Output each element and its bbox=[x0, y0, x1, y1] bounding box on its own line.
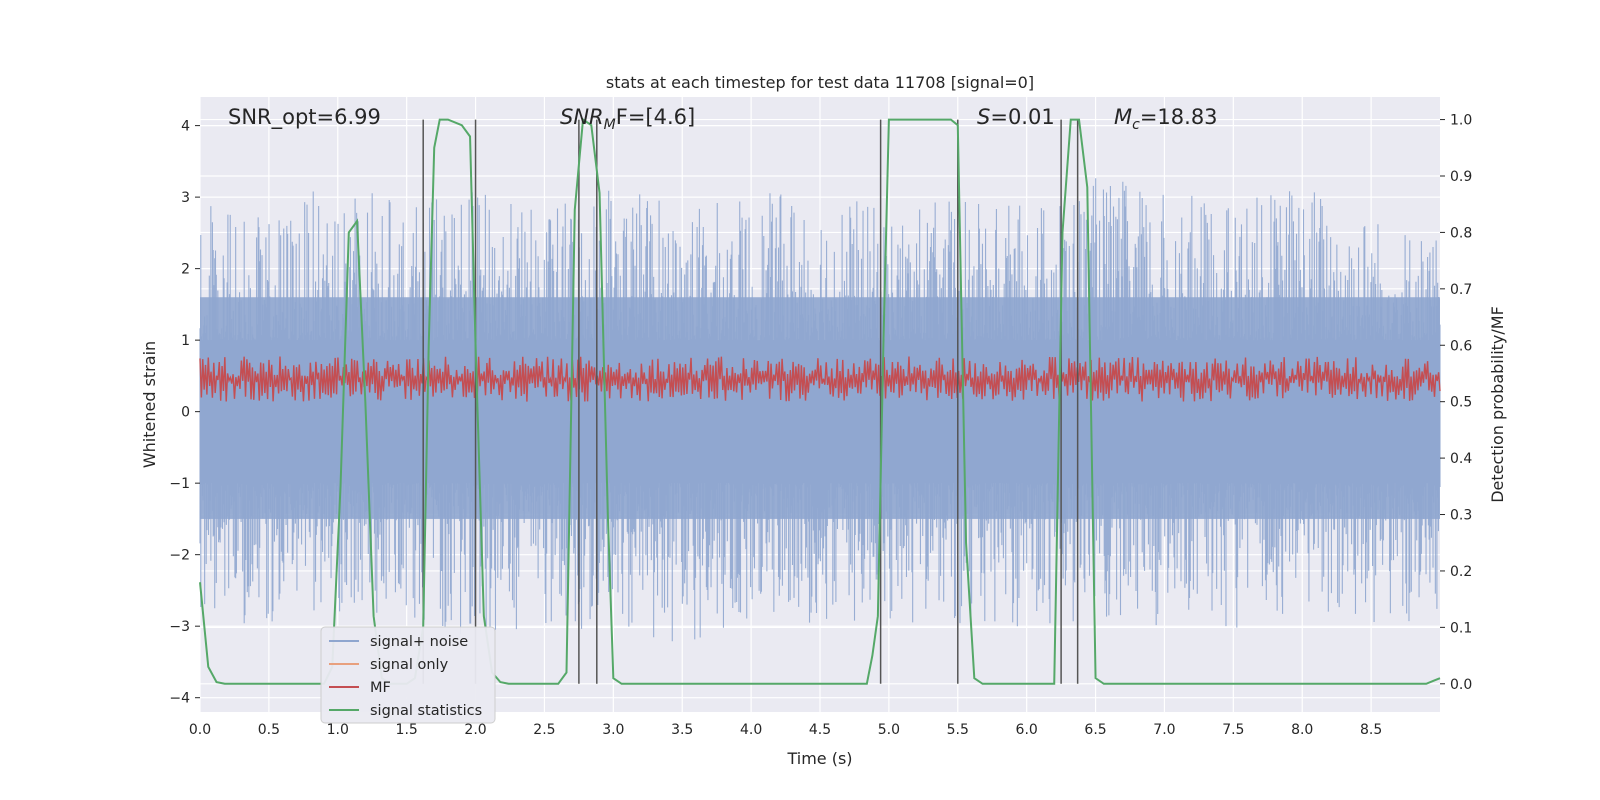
y-right-tick-label: 0.3 bbox=[1450, 508, 1472, 524]
x-tick-label: 8.0 bbox=[1291, 722, 1313, 738]
axis-ticks: 0.0 0.5 1.0 1.5 2.0 2.5 3.0 3.5 4.0 4.5 5.0 5.5 6.0 6… bbox=[169, 113, 1472, 738]
annotation-mc-sub: c bbox=[1132, 117, 1140, 133]
x-tick-label: 6.0 bbox=[1016, 722, 1038, 738]
x-tick-label: 2.5 bbox=[533, 722, 555, 738]
x-tick-label: 8.5 bbox=[1360, 722, 1382, 738]
y-right-tick-label: 0.0 bbox=[1450, 677, 1472, 693]
y-tick-label: 4 bbox=[181, 119, 190, 135]
x-tick-label: 7.0 bbox=[1153, 722, 1175, 738]
y-right-tick-label: 0.2 bbox=[1450, 564, 1472, 580]
annotation-s-symbol: S bbox=[977, 105, 990, 129]
series-signal-noise bbox=[199, 178, 1441, 642]
x-tick-label: 7.5 bbox=[1222, 722, 1244, 738]
x-tick-label: 5.5 bbox=[947, 722, 969, 738]
x-axis-label: Time (s) bbox=[786, 749, 852, 768]
y-right-tick-label: 1.0 bbox=[1450, 113, 1472, 129]
annotation-s-value: =0.01 bbox=[990, 105, 1054, 129]
series-signal-statistics bbox=[199, 117, 1441, 685]
y-tick-label: −3 bbox=[169, 619, 190, 635]
y-tick-label: −2 bbox=[169, 548, 190, 564]
y-right-tick-label: 0.8 bbox=[1450, 225, 1472, 241]
x-tick-label: 5.0 bbox=[878, 722, 900, 738]
legend-box bbox=[320, 626, 496, 724]
signal-statistics-trace bbox=[199, 117, 1441, 685]
x-tick-label: 4.0 bbox=[740, 722, 762, 738]
y-tick-label: −1 bbox=[169, 476, 190, 492]
y-tick-label: 1 bbox=[181, 333, 190, 349]
y-tick-label: −4 bbox=[169, 691, 190, 707]
y-right-tick-label: 0.9 bbox=[1450, 169, 1472, 185]
annotation-snr-mf-sub: M bbox=[604, 117, 616, 133]
legend: signal+ noise signal only MF signal stat… bbox=[320, 626, 496, 724]
annotation-snr-mf-rest: F=[4.6] bbox=[616, 105, 695, 129]
y-right-tick-label: 0.5 bbox=[1450, 395, 1472, 411]
annotations: SNR_opt=6.99 SNRMF=[4.6] S=0.01 Mc=18.83 bbox=[228, 105, 1218, 133]
y-tick-label: 0 bbox=[181, 405, 190, 421]
y-right-tick-label: 0.4 bbox=[1450, 451, 1472, 467]
x-tick-label: 2.0 bbox=[464, 722, 486, 738]
mf-trace bbox=[199, 356, 1441, 402]
x-tick-label: 0.0 bbox=[189, 722, 211, 738]
x-tick-label: 0.5 bbox=[258, 722, 280, 738]
x-tick-label: 3.5 bbox=[671, 722, 693, 738]
x-tick-label: 3.0 bbox=[602, 722, 624, 738]
signal-noise-core bbox=[200, 297, 1440, 519]
annotation-snr-mf: SNRMF=[4.6] bbox=[560, 105, 695, 133]
annotation-snr-mf-base: SNR bbox=[560, 105, 604, 129]
chart-title: stats at each timestep for test data 117… bbox=[606, 73, 1034, 92]
y-tick-label: 3 bbox=[181, 190, 190, 206]
x-tick-label: 6.5 bbox=[1084, 722, 1106, 738]
annotation-mc: Mc=18.83 bbox=[1114, 105, 1218, 133]
x-tick-label: 4.5 bbox=[809, 722, 831, 738]
x-tick-label: 1.5 bbox=[396, 722, 418, 738]
y-axis-label: Whitened strain bbox=[140, 341, 159, 468]
y-right-tick-label: 0.1 bbox=[1450, 620, 1472, 636]
annotation-mc-base: M bbox=[1114, 105, 1132, 129]
legend-label-signal-noise: signal+ noise bbox=[370, 634, 468, 650]
legend-label-mf: MF bbox=[370, 680, 391, 696]
x-tick-label: 1.0 bbox=[327, 722, 349, 738]
annotation-mc-value: =18.83 bbox=[1140, 105, 1218, 129]
legend-label-signal-statistics: signal statistics bbox=[370, 703, 482, 719]
annotation-snr-opt: SNR_opt=6.99 bbox=[228, 105, 381, 130]
vertical-markers bbox=[422, 119, 1079, 684]
y-right-tick-label: 0.6 bbox=[1450, 338, 1472, 354]
y-axis-label-right: Detection probability/MF bbox=[1488, 306, 1507, 503]
y-tick-label: 2 bbox=[181, 262, 190, 278]
annotation-s: S=0.01 bbox=[977, 105, 1055, 129]
legend-label-signal-only: signal only bbox=[370, 657, 449, 673]
y-right-tick-label: 0.7 bbox=[1450, 282, 1472, 298]
series-mf bbox=[199, 356, 1441, 402]
